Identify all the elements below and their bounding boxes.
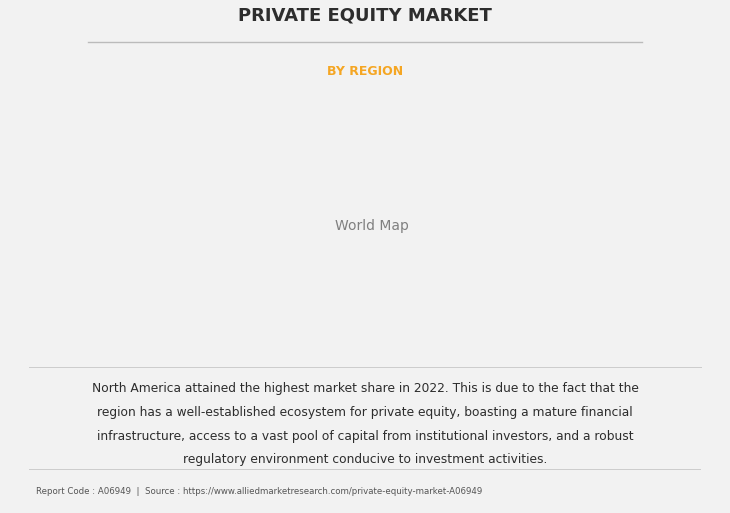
Text: Report Code : A06949  |  Source : https://www.alliedmarketresearch.com/private-e: Report Code : A06949 | Source : https://…	[36, 487, 483, 496]
Text: BY REGION: BY REGION	[327, 65, 403, 78]
Text: regulatory environment conducive to investment activities.: regulatory environment conducive to inve…	[182, 453, 548, 466]
Text: infrastructure, access to a vast pool of capital from institutional investors, a: infrastructure, access to a vast pool of…	[96, 429, 634, 443]
Text: World Map: World Map	[335, 219, 410, 233]
Text: PRIVATE EQUITY MARKET: PRIVATE EQUITY MARKET	[238, 7, 492, 25]
Text: North America attained the highest market share in 2022. This is due to the fact: North America attained the highest marke…	[91, 383, 639, 396]
Text: region has a well-established ecosystem for private equity, boasting a mature fi: region has a well-established ecosystem …	[97, 406, 633, 419]
